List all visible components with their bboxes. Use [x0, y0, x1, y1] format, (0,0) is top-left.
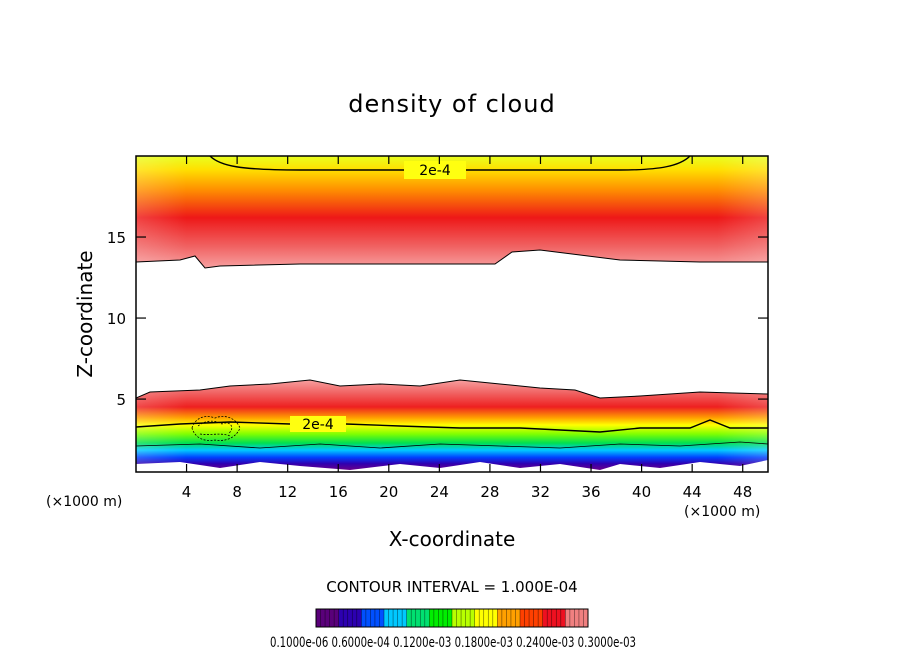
colorbar-swatch-8 — [497, 609, 521, 627]
lower-inner-contour — [136, 441, 768, 449]
x-tick-label-3: 16 — [329, 483, 348, 501]
x-tick-label-2: 12 — [278, 483, 297, 501]
upper-layer-edge-contour — [136, 249, 768, 269]
colorbar-swatch-10 — [542, 609, 566, 627]
y-axis-ticks: 5 10 15 — [107, 229, 768, 409]
plot-frame — [135, 155, 769, 473]
x-axis-ticks: 4 8 12 16 20 24 28 32 36 40 44 48 — [182, 156, 752, 501]
x-tick-label-8: 36 — [581, 483, 600, 501]
colorbar-swatch-11 — [565, 609, 589, 627]
x-tick-label-5: 24 — [430, 483, 449, 501]
edge-fade — [136, 156, 768, 472]
colorbar-swatch-2 — [361, 609, 385, 627]
colorbar-swatch-3 — [384, 609, 408, 627]
lower-contour-label-bg — [290, 416, 346, 432]
colorbar-labels: 0.1000e-06 0.6000e-04 0.1200e-03 0.1800e… — [270, 635, 636, 651]
plot-area — [136, 156, 768, 472]
convective-cell-contours — [191, 416, 241, 441]
x-tick-label-11: 48 — [733, 483, 752, 501]
lower-layer-top-contour — [136, 379, 768, 399]
colorbar-swatch-4 — [406, 609, 430, 627]
y-tick-label-2: 15 — [107, 229, 126, 247]
x-tick-label-1: 8 — [232, 483, 242, 501]
x-unit-left: (×1000 m) — [46, 494, 122, 510]
lower-2e-4-contour — [136, 419, 768, 433]
colorbar-swatch-0 — [316, 609, 340, 627]
upper-2e-4-contour — [209, 156, 691, 171]
colorbar-swatch-6 — [452, 609, 476, 627]
x-tick-label-6: 28 — [480, 483, 499, 501]
colorbar — [316, 609, 589, 627]
x-tick-label-9: 40 — [632, 483, 651, 501]
y-axis-label: Z-coordinate — [73, 250, 97, 377]
x-axis-label: X-coordinate — [389, 527, 516, 551]
upper-contour-label-bg — [404, 161, 466, 179]
y-tick-label-0: 5 — [116, 391, 126, 409]
lower-contour-label: 2e-4 — [302, 417, 334, 433]
contour-interval-text: CONTOUR INTERVAL = 1.000E-04 — [326, 578, 577, 596]
chart-title: density of cloud — [348, 90, 555, 118]
colorbar-swatch-1 — [338, 609, 362, 627]
x-tick-label-4: 20 — [379, 483, 398, 501]
x-tick-label-0: 4 — [182, 483, 192, 501]
colorbar-swatch-7 — [474, 609, 498, 627]
x-unit-right: (×1000 m) — [684, 504, 760, 520]
colorbar-frame — [315, 608, 589, 628]
x-tick-label-7: 32 — [531, 483, 550, 501]
upper-contour-label: 2e-4 — [419, 163, 451, 179]
y-tick-label-1: 10 — [107, 310, 126, 328]
colorbar-swatch-5 — [429, 609, 453, 627]
colorbar-swatch-9 — [520, 609, 544, 627]
x-tick-label-10: 44 — [683, 483, 702, 501]
